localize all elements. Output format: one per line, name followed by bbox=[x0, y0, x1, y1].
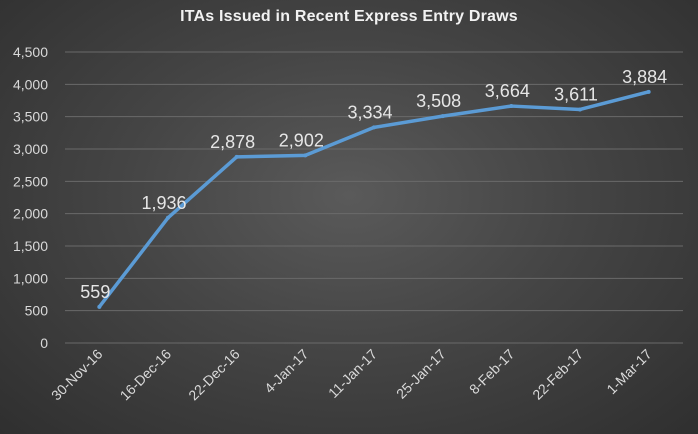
x-tick-label: 30-Nov-16 bbox=[48, 346, 106, 404]
y-tick-label: 1,500 bbox=[13, 238, 48, 254]
x-tick-label: 22-Feb-17 bbox=[529, 346, 586, 403]
chart-title: ITAs Issued in Recent Express Entry Draw… bbox=[180, 8, 518, 25]
data-point bbox=[372, 125, 376, 130]
y-tick-label: 3,500 bbox=[13, 109, 48, 125]
x-tick-label: 1-Mar-17 bbox=[603, 346, 655, 398]
y-tick-label: 500 bbox=[25, 303, 49, 319]
x-tick-label: 11-Jan-17 bbox=[325, 346, 380, 401]
data-label: 3,334 bbox=[347, 102, 392, 122]
data-label: 2,878 bbox=[210, 132, 255, 152]
y-tick-label: 3,000 bbox=[13, 141, 48, 157]
data-point bbox=[234, 154, 239, 159]
data-point bbox=[166, 215, 170, 220]
data-label: 3,884 bbox=[622, 67, 667, 87]
y-tick-label: 2,000 bbox=[13, 206, 48, 222]
x-tick-label: 25-Jan-17 bbox=[393, 346, 449, 402]
x-tick-label: 16-Dec-16 bbox=[117, 346, 175, 404]
data-point bbox=[303, 153, 308, 158]
y-tick-label: 4,000 bbox=[13, 76, 48, 92]
data-label: 3,508 bbox=[416, 91, 461, 111]
x-tick-label: 4-Jan-17 bbox=[261, 346, 312, 397]
data-label: 1,936 bbox=[141, 193, 186, 213]
data-label: 3,664 bbox=[485, 81, 530, 101]
y-tick-label: 0 bbox=[40, 335, 48, 351]
y-tick-label: 4,500 bbox=[13, 44, 48, 60]
data-point bbox=[440, 114, 445, 119]
data-point bbox=[97, 304, 102, 309]
data-label: 2,902 bbox=[279, 130, 324, 150]
data-label: 559 bbox=[80, 282, 110, 302]
data-point bbox=[509, 104, 514, 109]
data-label: 3,611 bbox=[554, 84, 598, 104]
y-tick-label: 2,500 bbox=[13, 173, 48, 189]
x-tick-label: 22-Dec-16 bbox=[185, 346, 243, 404]
data-point bbox=[646, 89, 651, 94]
y-tick-label: 1,000 bbox=[13, 270, 48, 286]
x-tick-label: 8-Feb-17 bbox=[466, 346, 518, 398]
data-point bbox=[578, 107, 582, 112]
